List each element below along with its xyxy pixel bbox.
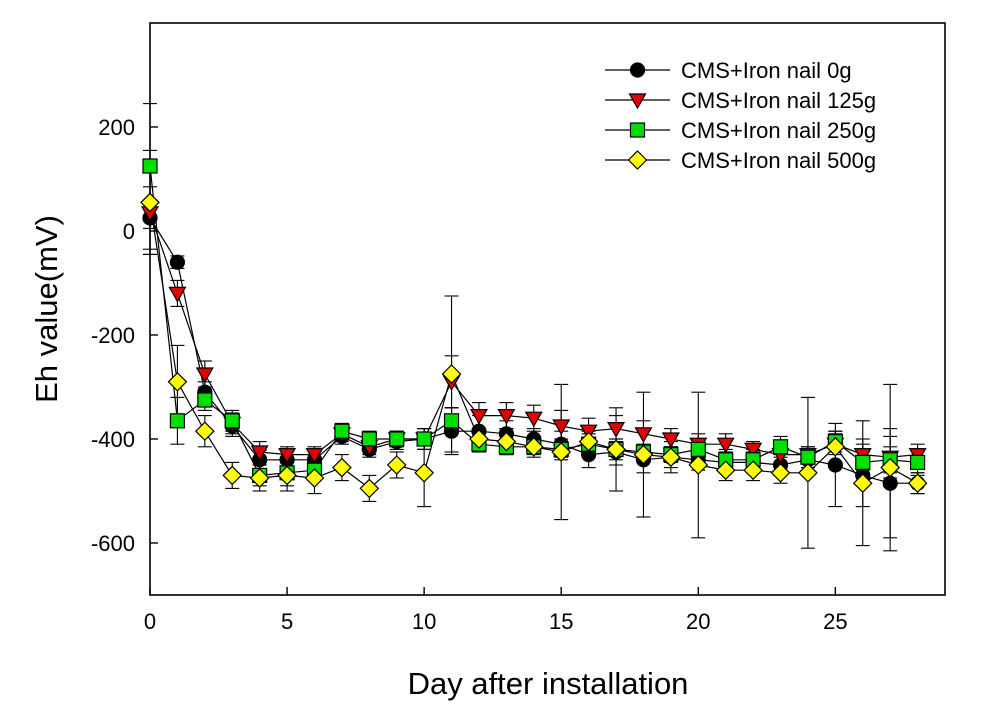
data-point-series-3 (224, 413, 240, 429)
data-point-series-4 (743, 460, 763, 481)
y-tick-label: -600 (91, 531, 135, 556)
data-point-series-4 (277, 465, 297, 486)
plot-frame (149, 22, 946, 596)
data-point-series-4 (249, 468, 270, 488)
data-point-series-3 (416, 431, 432, 447)
data-point-series-4 (167, 371, 188, 392)
data-point-series-2 (250, 445, 269, 462)
x-tick-label: 20 (686, 609, 710, 634)
legend-marker-1 (629, 62, 646, 78)
data-point-series-3 (334, 423, 350, 439)
data-point-series-4 (661, 447, 681, 468)
legend: CMS+Iron nail 0g CMS+Iron nail 125g CMS+Ir… (605, 58, 876, 173)
x-tick-label: 15 (549, 609, 573, 634)
data-point-series-2 (607, 422, 626, 438)
data-point-series-4 (304, 468, 325, 488)
data-point-series-1 (827, 457, 843, 473)
data-point-series-3 (197, 392, 213, 408)
data-point-series-4 (140, 192, 160, 213)
data-point-series-4 (359, 478, 380, 499)
data-point-series-4 (852, 473, 873, 494)
x-axis-title: Day after installation (408, 666, 689, 701)
data-point-series-4 (770, 462, 791, 483)
y-axis-title: Eh value(mV) (29, 215, 64, 403)
data-point-series-4 (907, 473, 928, 494)
y-tick-label: -200 (91, 323, 135, 348)
data-point-series-4 (578, 431, 599, 452)
tick-labels: 0 5 10 15 20 25 -600 -400 -200 0 200 (91, 115, 848, 634)
x-tick-label: 10 (412, 609, 436, 634)
data-point-series-4 (606, 439, 626, 460)
legend-label-3: CMS+Iron nail 250g (681, 118, 876, 143)
data-point-series-2 (661, 432, 680, 449)
data-point-series-3 (361, 431, 377, 447)
data-point-series-2 (497, 409, 516, 425)
data-point-series-1 (169, 254, 186, 270)
y-tick-label: -400 (91, 427, 135, 452)
data-point-series-4 (688, 455, 709, 475)
data-point-series-3 (169, 413, 186, 429)
plot-area (149, 22, 946, 596)
data-point-series-4 (222, 465, 243, 486)
x-tick-label: 0 (144, 609, 156, 634)
data-point-series-4 (551, 442, 572, 462)
data-point-series-4 (798, 462, 818, 483)
data-point-series-1 (882, 475, 898, 491)
data-point-series-4 (496, 431, 517, 452)
data-point-series-2 (278, 448, 297, 464)
data-point-series-3 (142, 158, 158, 174)
data-point-series-3 (389, 431, 405, 447)
data-point-series-4 (633, 444, 654, 465)
legend-marker-2 (628, 93, 647, 110)
data-point-series-2 (195, 367, 214, 384)
data-point-series-3 (909, 454, 926, 470)
legend-marker-3 (629, 122, 646, 138)
legend-label-2: CMS+Iron nail 125g (681, 88, 876, 113)
data-point-series-4 (414, 462, 434, 483)
data-point-series-4 (194, 421, 215, 442)
legend-label-4: CMS+Iron nail 500g (681, 148, 876, 173)
y-tick-label: 0 (123, 219, 135, 244)
data-point-series-4 (523, 436, 544, 457)
data-point-series-4 (469, 429, 489, 449)
data-point-series-2 (469, 409, 488, 425)
data-point-series-2 (716, 437, 735, 454)
axis-ticks (149, 126, 837, 595)
data-point-series-3 (772, 439, 789, 455)
data-point-series-2 (634, 427, 653, 444)
data-point-series-2 (168, 286, 187, 303)
y-tick-label: 200 (98, 115, 135, 140)
legend-label-1: CMS+Iron nail 0g (681, 58, 852, 83)
data-point-series-4 (441, 364, 462, 384)
data-point-series-4 (386, 455, 407, 475)
x-tick-label: 5 (281, 609, 293, 634)
data-point-series-3 (443, 413, 460, 429)
data-point-series-2 (552, 419, 571, 436)
data-point-series-4 (825, 436, 846, 457)
data-point-series-2 (524, 411, 543, 428)
series-layer (140, 158, 928, 499)
legend-marker-4 (627, 150, 648, 170)
data-point-series-4 (880, 457, 901, 478)
x-tick-label: 25 (823, 609, 847, 634)
data-point-series-2 (744, 442, 763, 459)
data-point-series-4 (715, 460, 736, 481)
data-point-series-3 (800, 449, 816, 465)
data-point-series-2 (305, 448, 324, 464)
data-point-series-3 (855, 454, 871, 470)
data-point-series-3 (690, 441, 706, 457)
data-point-series-4 (332, 457, 352, 478)
